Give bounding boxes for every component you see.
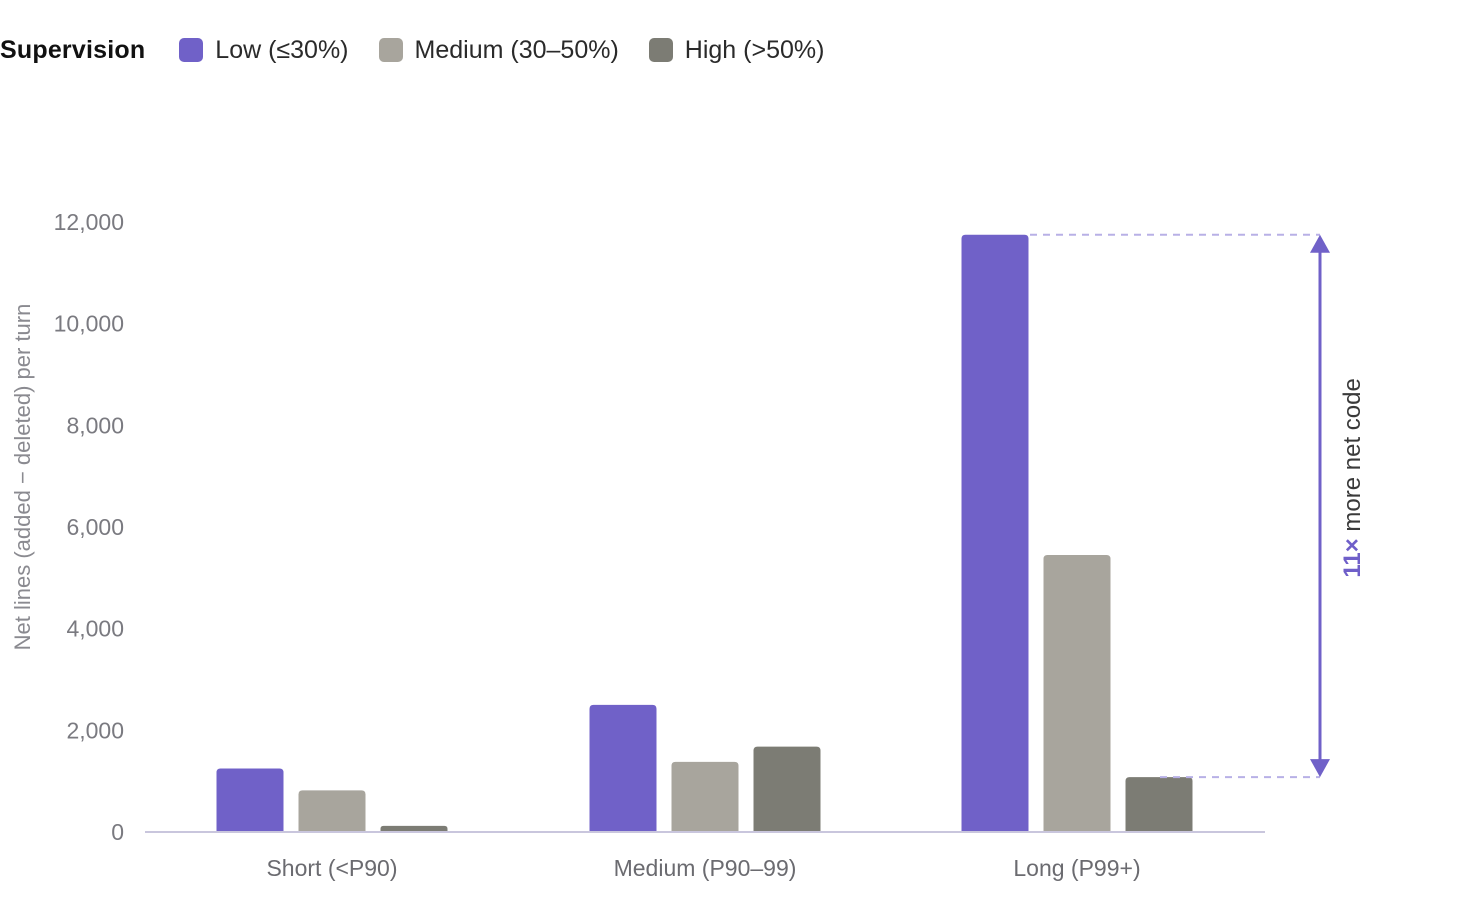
y-tick-label: 4,000 [66, 616, 124, 642]
y-tick-label: 6,000 [66, 514, 124, 540]
bar-medium-1 [298, 790, 366, 832]
x-axis-categories: Short (<P90) Medium (P90–99) Long (P99+) [266, 855, 1140, 881]
legend-swatch-low [179, 38, 204, 62]
x-category-label: Medium (P90–99) [614, 855, 797, 881]
bar-low-2 [589, 704, 657, 832]
y-tick-label: 2,000 [66, 717, 124, 743]
legend-label-medium: Medium (30–50%) [414, 35, 619, 64]
y-tick-label: 10,000 [54, 311, 124, 337]
ratio-annotation: 11× more net code [1030, 233, 1366, 779]
legend: Supervision Low (≤30%) Medium (30–50%) H… [0, 30, 854, 70]
x-category-label: Short (<P90) [266, 855, 397, 881]
bar-medium-3 [1043, 554, 1111, 832]
legend-swatch-high [648, 38, 673, 62]
annotation-multiplier: 11× [1339, 538, 1366, 577]
y-axis-label: Net lines (added − deleted) per turn [10, 304, 35, 651]
y-tick-label: 8,000 [66, 412, 124, 438]
legend-title: Supervision [0, 35, 146, 64]
bar-high-2 [753, 746, 821, 832]
y-tick-label: 0 [111, 819, 124, 845]
x-category-label: Long (P99+) [1013, 855, 1140, 881]
bar-low-1 [216, 768, 284, 832]
bar-low-3 [961, 234, 1029, 833]
bar-medium-2 [671, 761, 739, 832]
annotation-arrowhead-down [1310, 759, 1330, 778]
legend-swatch-medium [378, 38, 403, 62]
legend-item-medium: Medium (30–50%) [378, 35, 619, 65]
legend-label-high: High (>50%) [684, 35, 825, 64]
legend-item-high: High (>50%) [648, 35, 825, 65]
y-tick-label: 12,000 [54, 209, 124, 235]
bar-high-1 [380, 825, 448, 832]
y-axis-ticks: 0 2,000 4,000 6,000 8,000 10,000 12,000 [54, 209, 124, 845]
annotation-caption: more net code [1339, 378, 1366, 538]
bar-high-3 [1125, 777, 1193, 832]
legend-item-low: Low (≤30%) [179, 35, 349, 65]
annotation-arrowhead-up [1310, 234, 1330, 253]
bars [216, 234, 1193, 833]
legend-label-low: Low (≤30%) [215, 35, 349, 64]
annotation-text: 11× more net code [1339, 378, 1366, 577]
